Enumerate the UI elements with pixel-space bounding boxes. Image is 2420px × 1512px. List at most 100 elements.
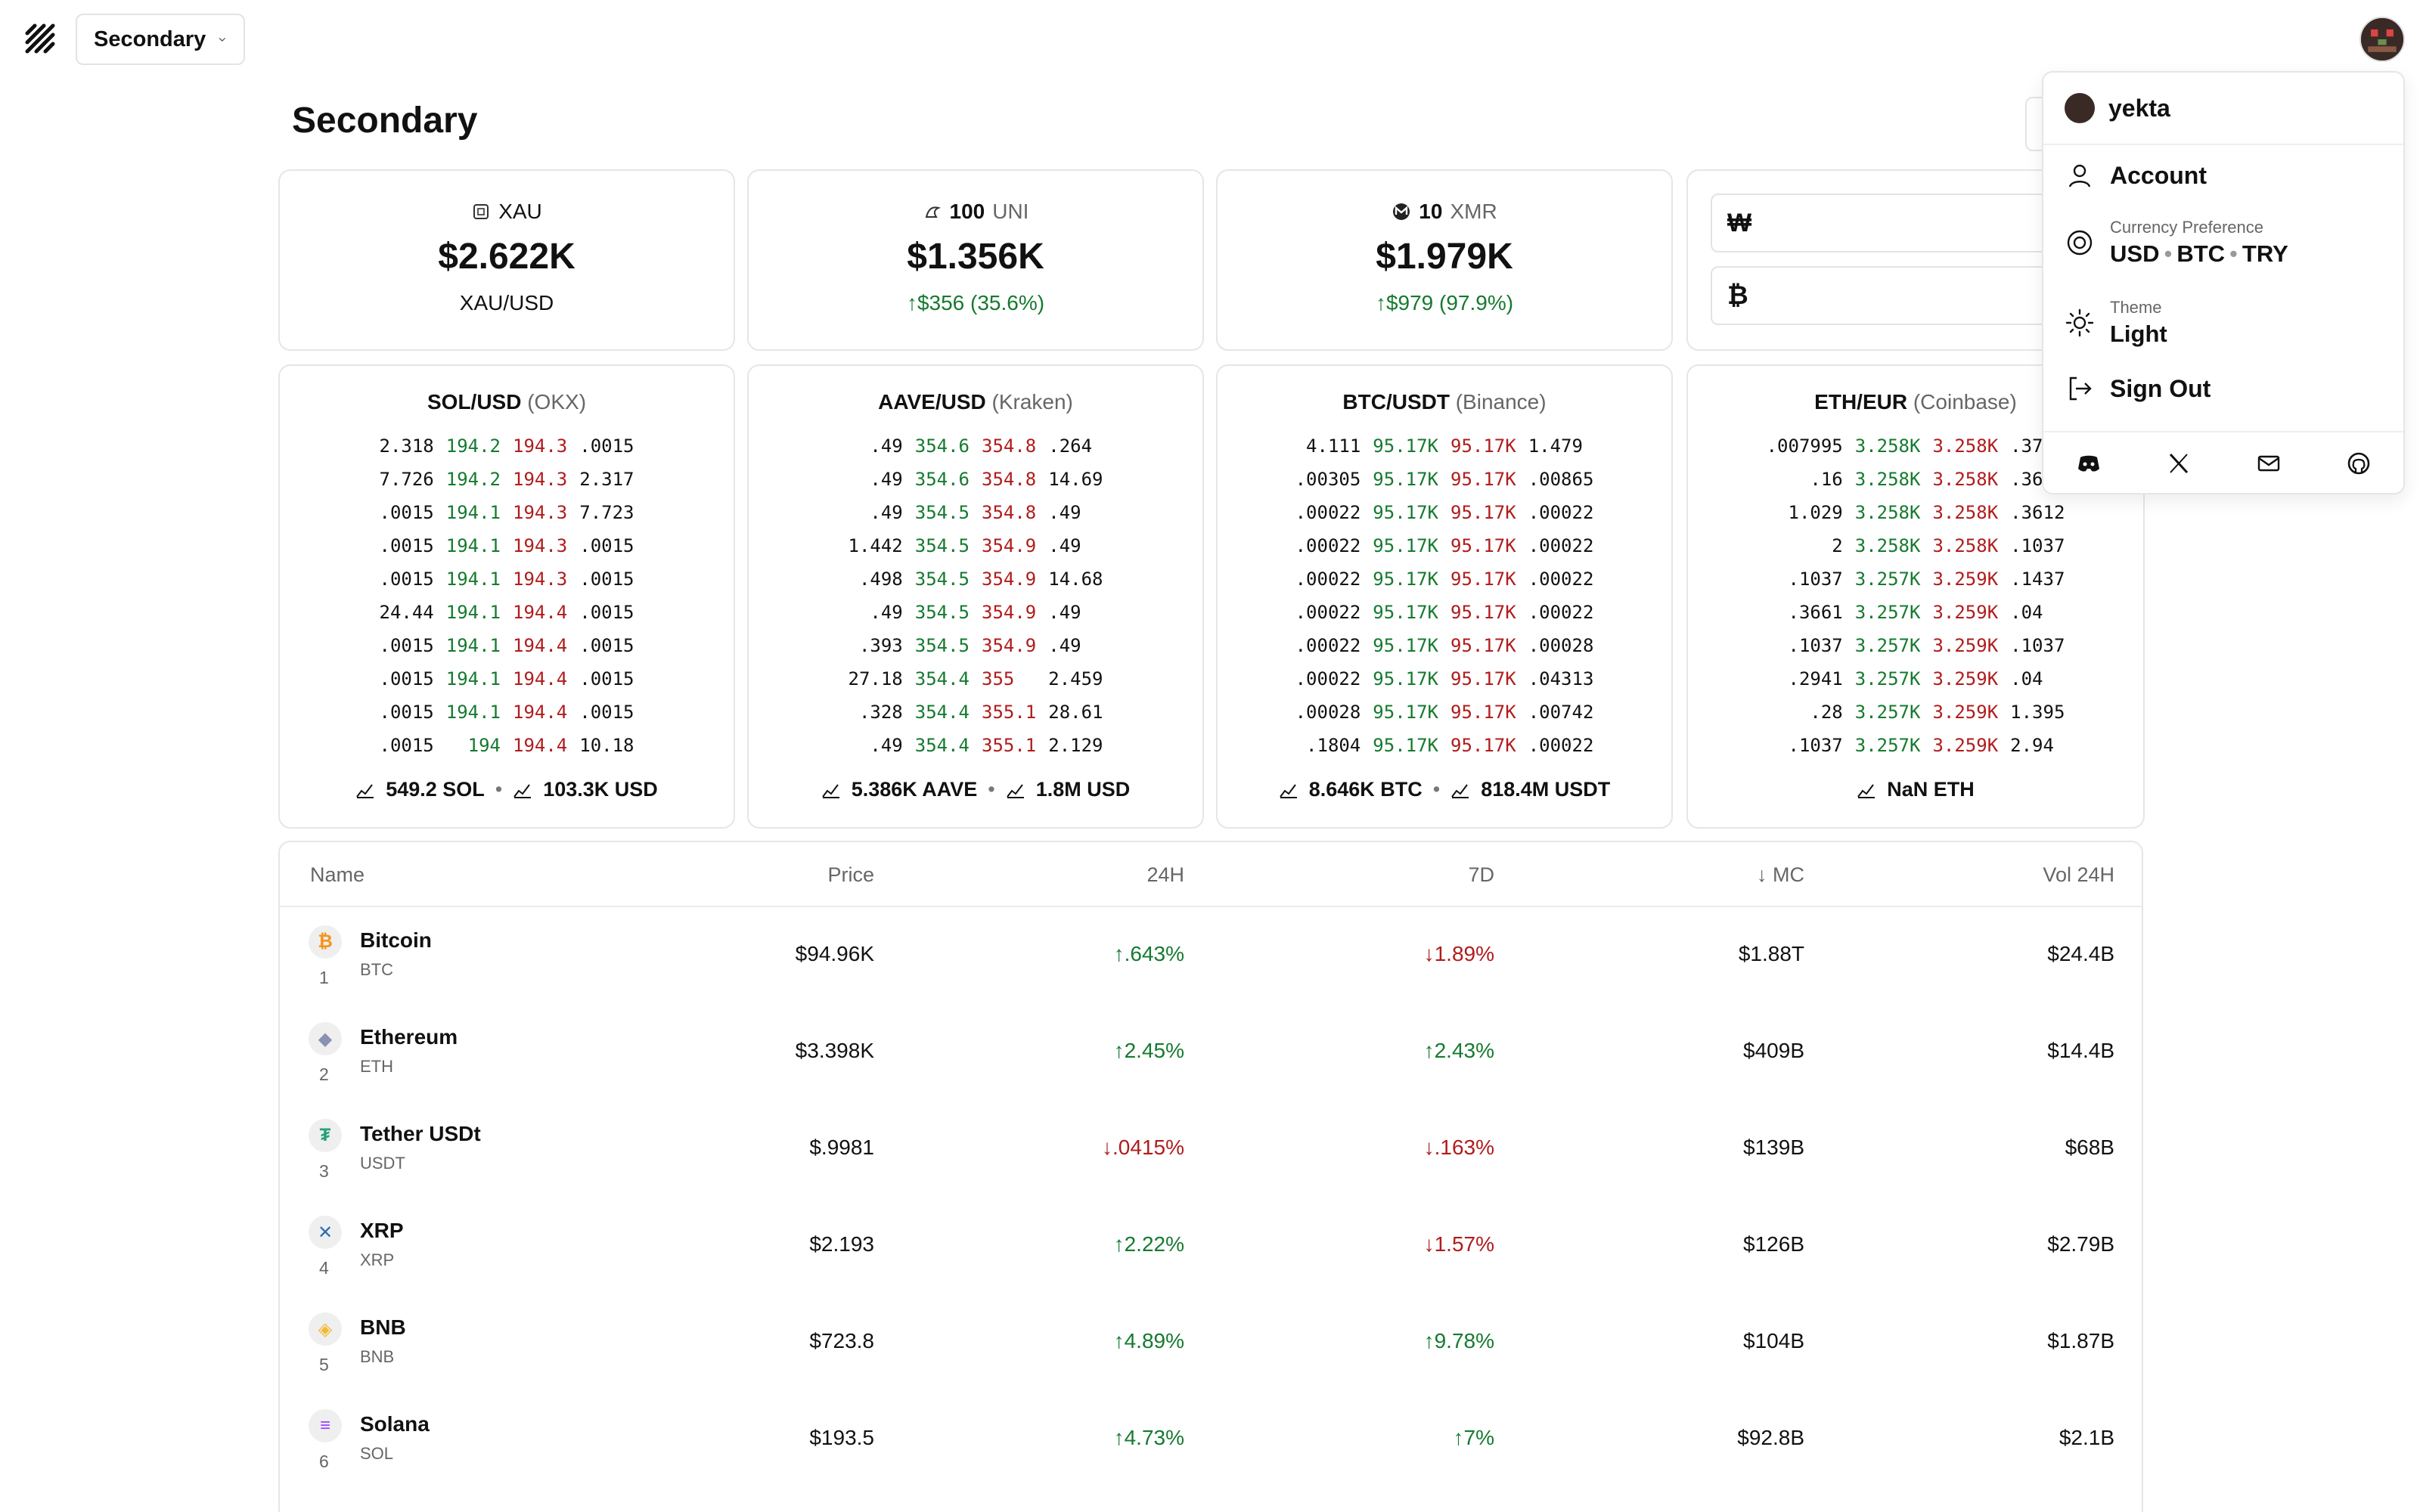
table-row[interactable]: ◆ 2 Ethereum ETH $3.398K ↑2.45% ↑2.43% $…: [280, 1004, 2142, 1101]
mail-icon[interactable]: [2256, 451, 2282, 476]
github-icon[interactable]: [2346, 451, 2372, 476]
summary-amount: 10: [1419, 200, 1443, 223]
bid-size: .00022: [1295, 635, 1361, 656]
coin-symbol: USDT: [360, 1154, 405, 1173]
ask-price: 95.17K: [1450, 735, 1516, 756]
bid-price: 354.5: [914, 602, 970, 623]
bid-size: .00022: [1295, 535, 1361, 556]
bid-price: 95.17K: [1373, 635, 1438, 656]
header-name[interactable]: Name: [310, 863, 365, 886]
table-row[interactable]: ✕ 4 XRP XRP $2.193 ↑2.22% ↓1.57% $126B $…: [280, 1198, 2142, 1294]
ask-price: 194.3: [513, 435, 568, 457]
coin-change-24h: ↑2.45%: [1113, 1039, 1184, 1062]
orderbook-row: .328 354.4 355.1 28.61: [842, 696, 1109, 729]
coin-rank: 5: [319, 1355, 329, 1374]
header-24h[interactable]: 24H: [1146, 863, 1184, 886]
header-mc[interactable]: ↓ MC: [1756, 863, 1804, 886]
ask-size: .0015: [579, 635, 634, 656]
bid-size: .1037: [1788, 569, 1843, 590]
coin-volume: $2.79B: [2047, 1232, 2114, 1256]
ask-price: 194.3: [513, 535, 568, 556]
table-row[interactable]: ₿ 1 Bitcoin BTC $94.96K ↑.643% ↓1.89% $1…: [280, 907, 2142, 1004]
orderbook-title: AAVE/USD (Kraken): [878, 390, 1073, 414]
bid-size: .28: [1810, 702, 1843, 723]
bid-size: 7.726: [379, 469, 434, 490]
bitcoin-icon: ₿: [1727, 280, 1748, 310]
coin-market-cap: $92.8B: [1737, 1426, 1804, 1449]
ask-price: 194.4: [513, 635, 568, 656]
orderbook-row: .00022 95.17K 95.17K .00022: [1289, 529, 1600, 562]
ask-price: 354.9: [982, 569, 1037, 590]
table-row[interactable]: ₮ 3 Tether USDt USDT $.9981 ↓.0415% ↓.16…: [280, 1101, 2142, 1198]
menu-item-sign-out[interactable]: Sign Out: [2065, 373, 2211, 404]
summary-asset: UNI: [992, 200, 1029, 223]
bid-price: 194.1: [445, 569, 501, 590]
menu-item-theme[interactable]: Theme Light: [2065, 298, 2167, 348]
ask-price: 95.17K: [1450, 435, 1516, 457]
x-icon[interactable]: [2166, 451, 2192, 476]
bid-size: 24.44: [379, 602, 434, 623]
ask-price: 95.17K: [1450, 535, 1516, 556]
coin-icon: ◆: [309, 1022, 342, 1055]
volume-chart-icon: [356, 783, 374, 798]
bid-size: 27.18: [848, 668, 903, 689]
ask-size: .1437: [2010, 569, 2065, 590]
bid-price: 194.1: [445, 535, 501, 556]
ask-size: .0015: [579, 569, 634, 590]
user-avatar-button[interactable]: [2360, 17, 2405, 62]
orderbook-row: 27.18 354.4 355 2.459: [842, 662, 1109, 696]
market-table-body: ₿ 1 Bitcoin BTC $94.96K ↑.643% ↓1.89% $1…: [280, 907, 2142, 1488]
bid-price: 95.17K: [1373, 569, 1438, 590]
menu-item-currency[interactable]: Currency Preference USD • BTC • TRY: [2065, 218, 2288, 268]
orderbook-table: .007995 3.258K 3.258K .37 .16 3.258K 3.258K .36…: [1761, 429, 2071, 762]
coin-market-cap: $104B: [1743, 1329, 1804, 1352]
header-7d[interactable]: 7D: [1468, 863, 1494, 886]
orderbook-row: .2941 3.257K 3.259K .04: [1761, 662, 2071, 696]
ask-price: 194.4: [513, 602, 568, 623]
coin-volume: $14.4B: [2047, 1039, 2114, 1062]
bid-size: .00022: [1295, 502, 1361, 523]
app-logo-icon[interactable]: [24, 23, 56, 54]
ask-price: 3.258K: [1932, 502, 1999, 523]
ask-size: 2.94: [2010, 735, 2054, 756]
table-row[interactable]: ◈ 5 BNB BNB $723.8 ↑4.89% ↑9.78% $104B $…: [280, 1294, 2142, 1391]
coin-change-24h: ↑.643%: [1113, 942, 1184, 965]
summary-subtitle: XAU/USD: [459, 291, 554, 314]
bid-size: .1804: [1306, 735, 1361, 756]
orderbook-row: 1.029 3.258K 3.258K .3612: [1761, 496, 2071, 529]
menu-item-account[interactable]: Account: [2065, 160, 2207, 191]
orderbook-row: .007995 3.258K 3.258K .37: [1761, 429, 2071, 463]
header-vol[interactable]: Vol 24H: [2043, 863, 2114, 886]
ask-size: 14.69: [1048, 469, 1103, 490]
bid-price: 194.2: [445, 435, 501, 457]
bid-size: .0015: [379, 735, 434, 756]
won-icon: ₩: [1727, 208, 1752, 237]
ask-price: 95.17K: [1450, 668, 1516, 689]
coin-change-24h: ↑4.89%: [1113, 1329, 1184, 1352]
discord-icon[interactable]: [2076, 451, 2102, 476]
coin-price: $723.8: [809, 1329, 874, 1352]
workspace-select[interactable]: Secondary: [76, 14, 245, 65]
bid-size: .0015: [379, 668, 434, 689]
ask-size: .49: [1048, 602, 1081, 623]
bid-price: 194.1: [445, 702, 501, 723]
bid-size: .393: [858, 635, 903, 656]
bid-size: .1037: [1788, 735, 1843, 756]
coin-price: $3.398K: [795, 1039, 874, 1062]
bid-price: 354.6: [914, 469, 970, 490]
header-price[interactable]: Price: [827, 863, 874, 886]
currency-values: USD • BTC • TRY: [2110, 240, 2288, 267]
summary-card-xmr: 10 XMR $1.979K ↑$979 (97.9%): [1216, 169, 1673, 351]
bid-size: .00028: [1295, 702, 1361, 723]
ask-price: 95.17K: [1450, 502, 1516, 523]
summary-value: $2.622K: [438, 237, 576, 277]
bid-price: 95.17K: [1373, 469, 1438, 490]
table-row[interactable]: ≡ 6 Solana SOL $193.5 ↑4.73% ↑7% $92.8B …: [280, 1391, 2142, 1488]
bid-price: 3.257K: [1854, 569, 1921, 590]
orderbook-table: 2.318 194.2 194.3 .0015 7.726 194.2 194.3 2.317…: [374, 429, 641, 762]
bid-price: 354.5: [914, 635, 970, 656]
orderbook-row: .49 354.5 354.8 .49: [842, 496, 1109, 529]
bid-price: 3.257K: [1854, 668, 1921, 689]
orderbook-row: .0015 194.1 194.4 .0015: [374, 696, 641, 729]
coin-icon: ◈: [309, 1312, 342, 1346]
